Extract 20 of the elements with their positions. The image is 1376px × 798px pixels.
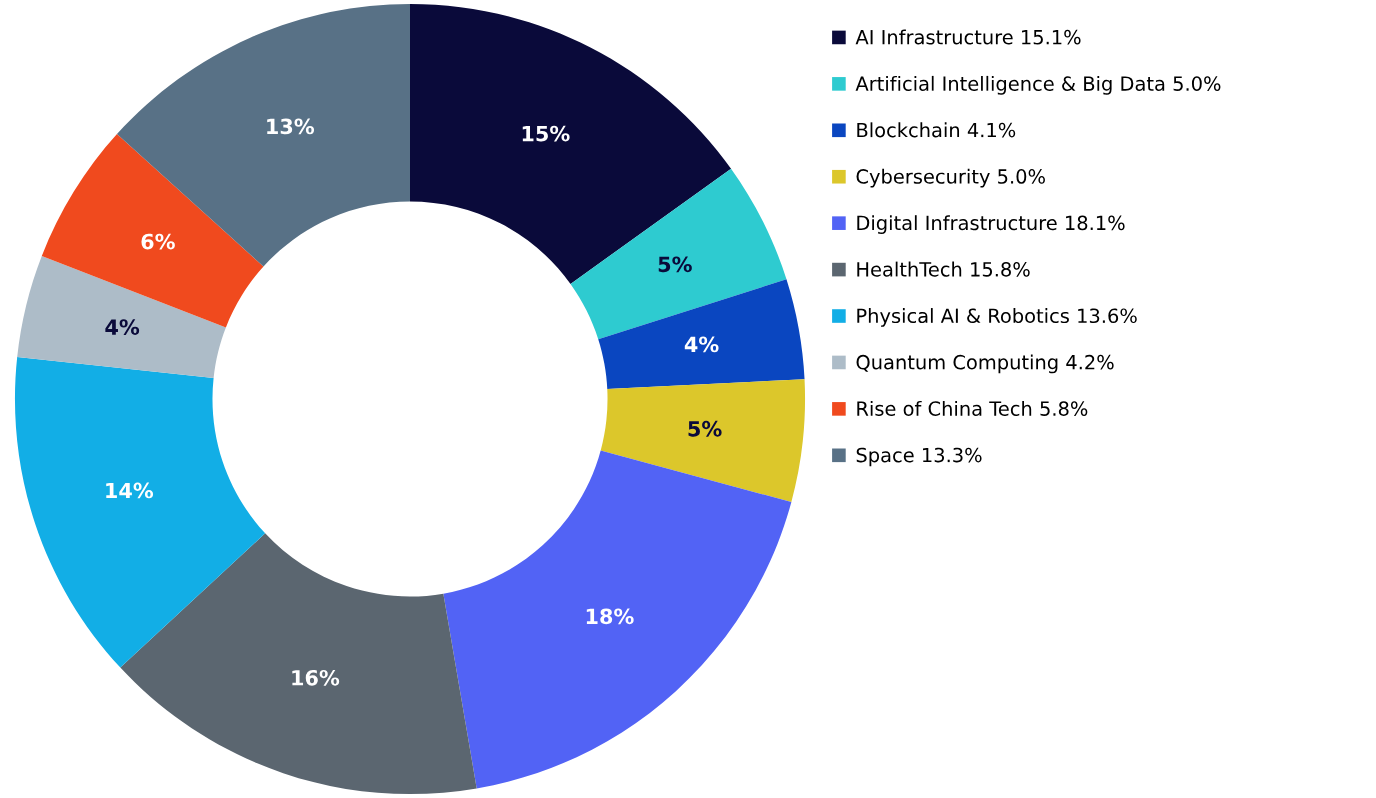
data-label: 15% xyxy=(522,125,570,142)
data-label: 16% xyxy=(292,669,340,686)
legend-label: Quantum Computing 4.2% xyxy=(856,354,1114,374)
data-label: 5% xyxy=(688,420,722,437)
data-label: 18% xyxy=(586,608,634,625)
legend-label: Rise of China Tech 5.8% xyxy=(857,400,1088,416)
legend-label: AI Infrastructure 15.1% xyxy=(855,29,1081,45)
legend-label: Cybersecurity 5.0% xyxy=(856,168,1045,188)
legend-label: Blockchain 4.1% xyxy=(857,122,1016,138)
legend-label: HealthTech 15.8% xyxy=(857,261,1030,277)
legend-label: Digital Infrastructure 18.1% xyxy=(857,215,1125,235)
legend-label: Space 13.3% xyxy=(856,447,982,467)
data-label: 6% xyxy=(141,233,175,250)
data-label: 4% xyxy=(684,336,719,353)
data-label: 14% xyxy=(106,482,154,499)
data-label: 13% xyxy=(267,118,315,135)
legend-label: Physical AI & Robotics 13.6% xyxy=(857,308,1137,327)
data-label: 5% xyxy=(658,256,692,273)
data-label: 4% xyxy=(105,319,140,335)
legend-label: Artificial Intelligence & Big Data 5.0% xyxy=(855,75,1221,95)
